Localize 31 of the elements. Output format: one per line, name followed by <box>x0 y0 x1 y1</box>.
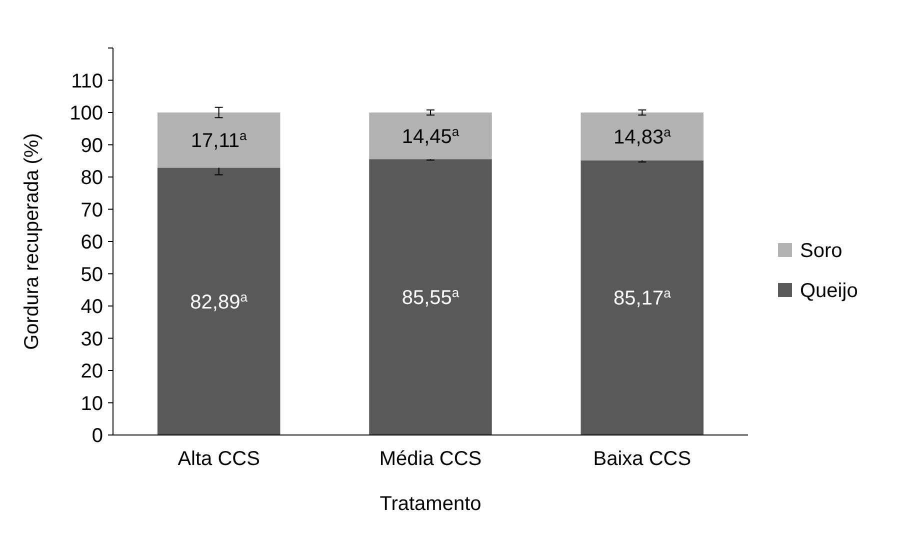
bar <box>157 112 280 168</box>
x-tick-label: Média CCS <box>379 448 482 470</box>
y-tick-label: 20 <box>80 360 103 382</box>
data-label: 82,89$^{a}$ <box>190 288 248 314</box>
y-tick-label: 90 <box>80 134 103 157</box>
y-tick-label: 0 <box>92 425 103 447</box>
y-tick-label: 110 <box>71 70 103 92</box>
y-tick-label: 10 <box>80 392 103 415</box>
data-label: 14,83$^{a}$ <box>614 124 672 148</box>
bar <box>580 160 704 435</box>
bar <box>369 112 492 160</box>
bar <box>580 112 704 160</box>
y-tick-label: 30 <box>80 328 103 350</box>
y-tick-label: 80 <box>80 167 103 189</box>
x-tick-label: Alta CCS <box>178 448 260 470</box>
y-tick-label: 60 <box>80 232 103 254</box>
data-label: 14,45$^{a}$ <box>402 123 460 148</box>
y-tick-label: 70 <box>80 199 103 222</box>
y-tick-label: 40 <box>80 296 103 318</box>
data-label: 85,55$^{a}$ <box>402 284 460 310</box>
y-axis-title: Gordura recuperada (%) <box>21 133 43 350</box>
data-label: 85,17$^{a}$ <box>614 285 672 310</box>
bar <box>157 168 280 435</box>
x-tick-label: Baixa CCS <box>593 448 692 470</box>
y-tick-label: 100 <box>70 102 103 124</box>
bar <box>369 159 492 435</box>
legend-label: Soro <box>800 240 842 262</box>
y-tick-label: 50 <box>80 264 103 286</box>
data-label: 17,11$^{a}$ <box>190 128 248 152</box>
legend-label: Queijo <box>800 280 858 302</box>
x-axis-title: Tratamento <box>380 493 482 515</box>
